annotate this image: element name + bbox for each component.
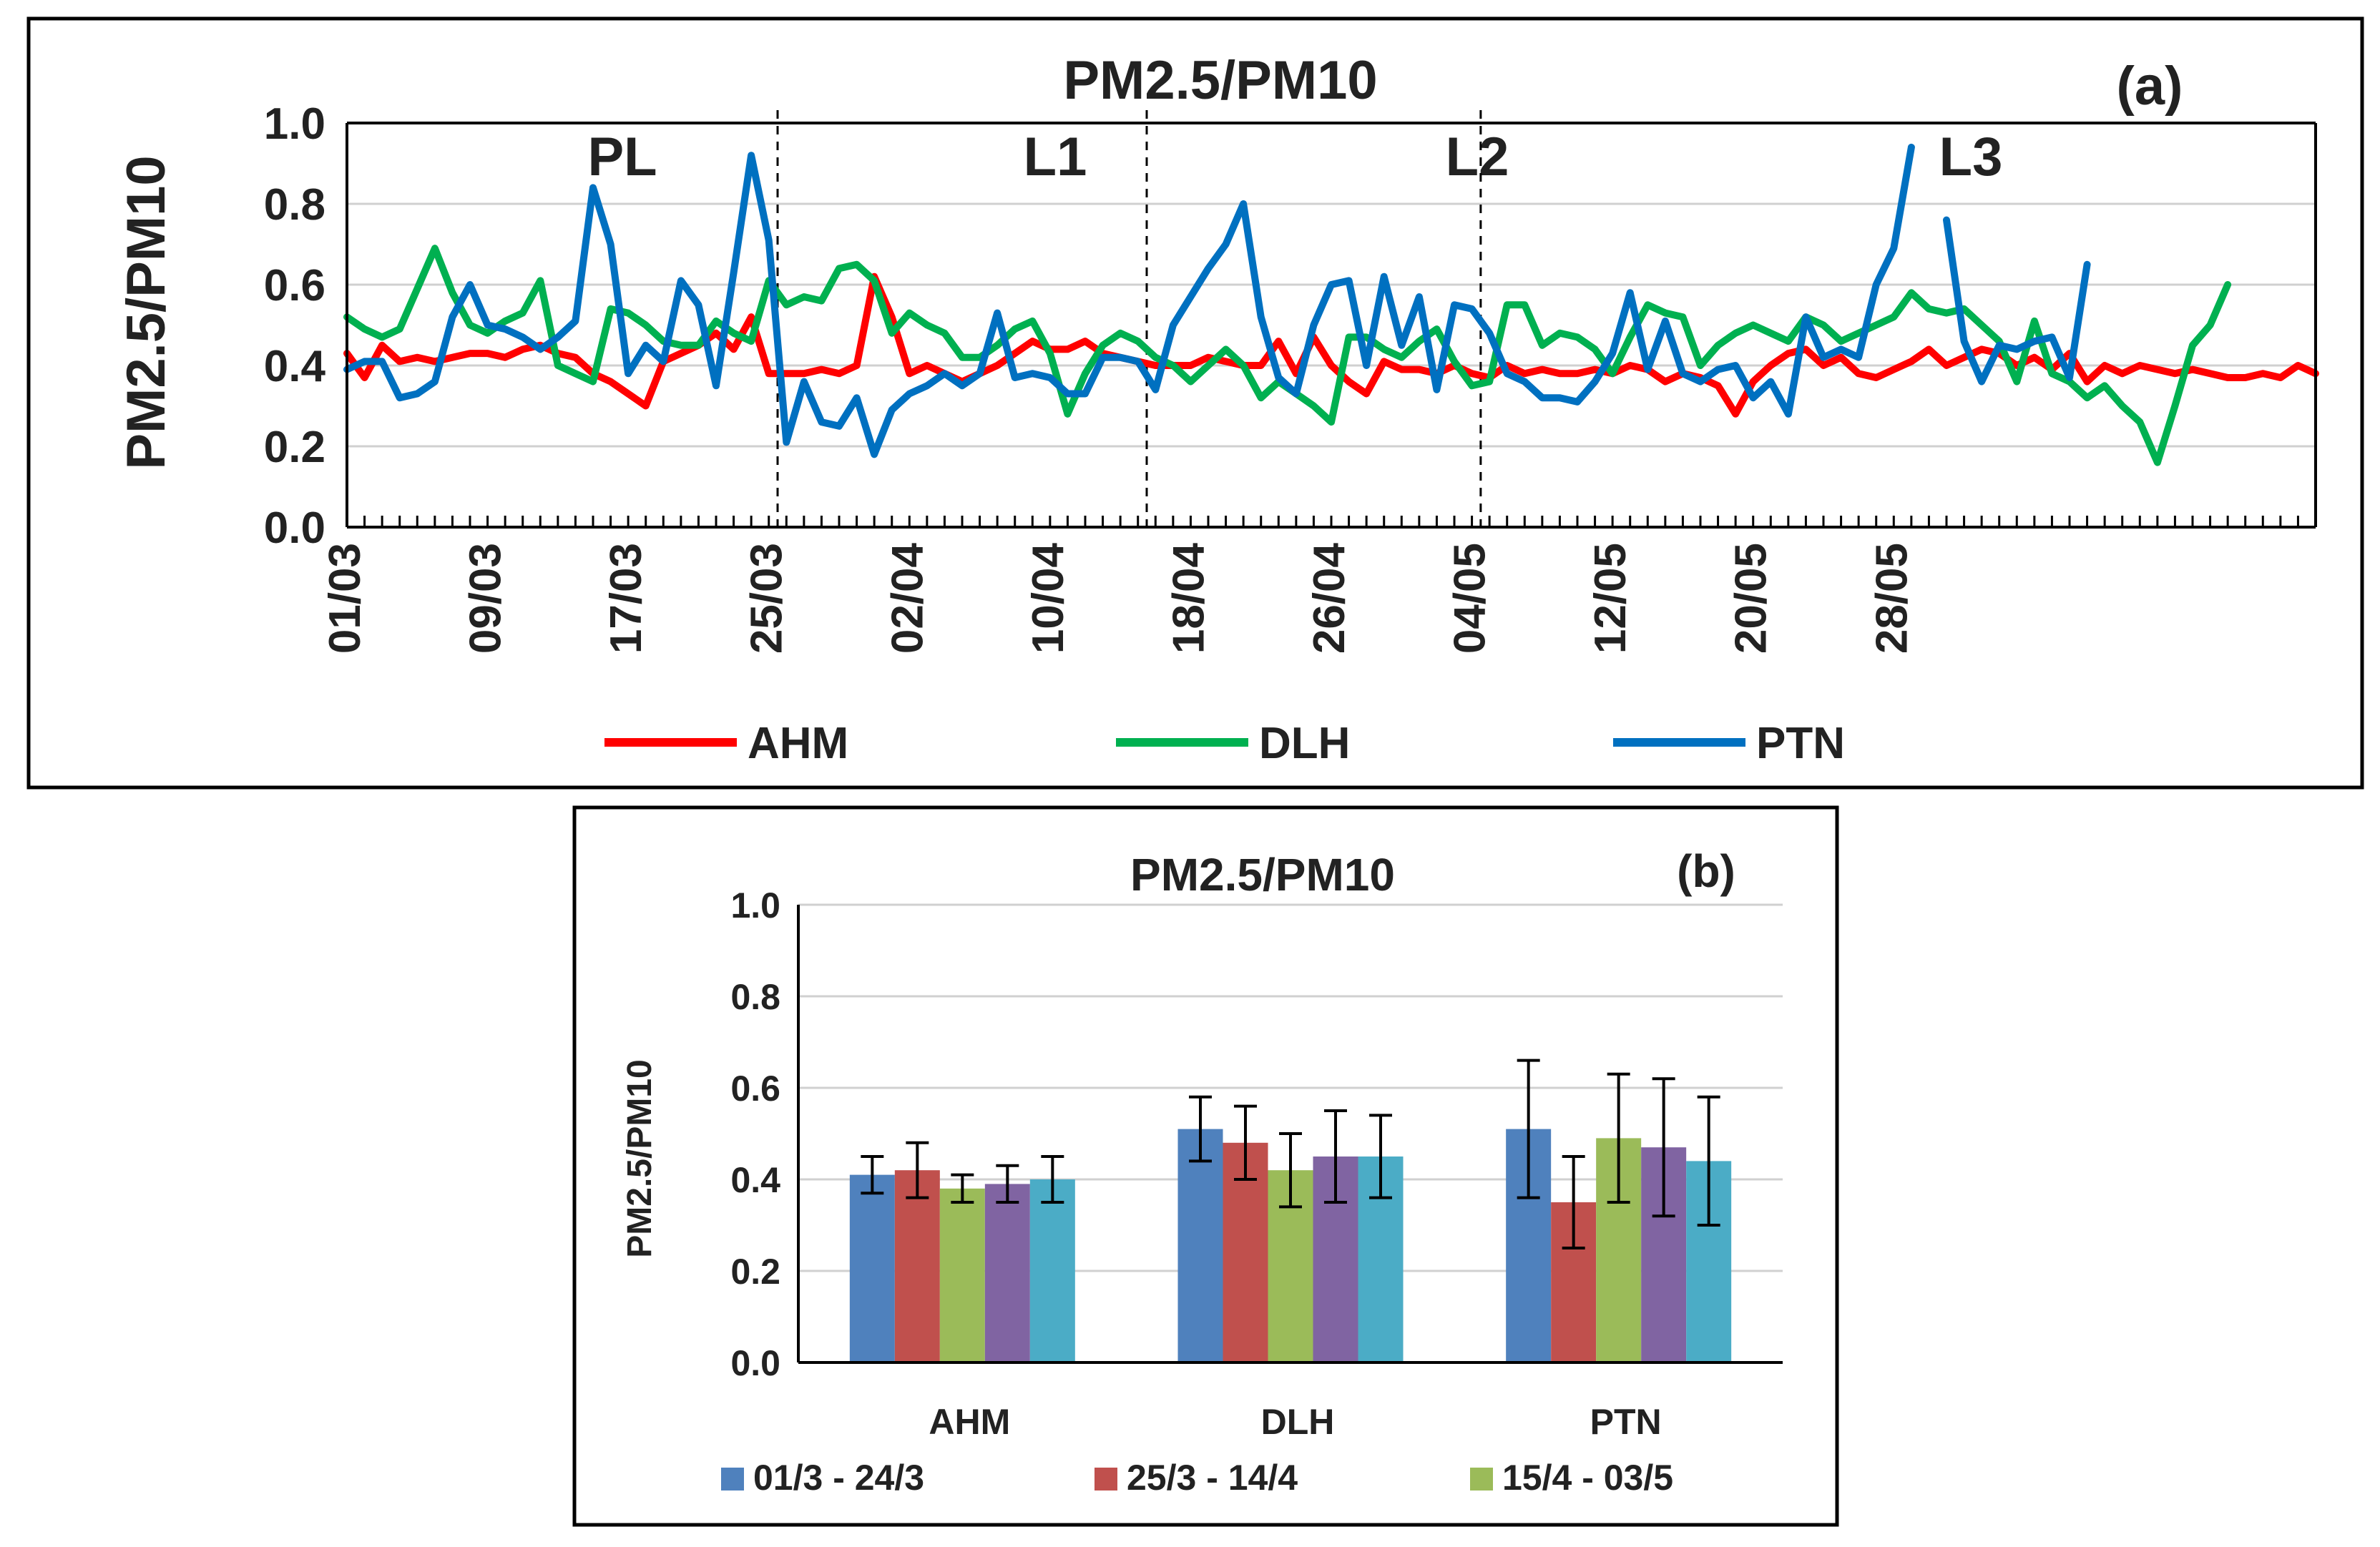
panel-a-marks <box>343 143 2319 466</box>
series-line-ahm <box>343 272 2319 418</box>
panel-a-xtick-label: 01/03 <box>320 543 370 654</box>
panel-b-ytick-label: 0.8 <box>730 977 780 1017</box>
phase-label-l1: L1 <box>1024 127 1087 187</box>
panel-b-ylabel: PM2.5/PM10 <box>621 1059 659 1257</box>
panel-a-xtick-label: 04/05 <box>1446 543 1495 654</box>
panel-b-ytick-label: 0.6 <box>730 1069 780 1109</box>
legend-label-dlh: DLH <box>1259 719 1350 768</box>
panel-a-xtick-label: 25/03 <box>743 543 792 654</box>
panel-b-ytick-label: 1.0 <box>730 885 780 925</box>
category-label-dlh: DLH <box>1261 1402 1335 1442</box>
panel-a-ytick-label: 1.0 <box>264 99 325 149</box>
bar-ahm-2 <box>939 1188 985 1362</box>
panel-a-xtick-label: 17/03 <box>602 543 651 654</box>
panel-a-xtick-label: 18/04 <box>1164 542 1213 654</box>
bar-ahm-1 <box>894 1170 940 1362</box>
panel-a-ylabel: PM2.5/PM10 <box>116 155 177 469</box>
panel-a-axes: 0.0 0.2 0.4 0.6 0.8 1.0 01/03 09/03 17/03 25/03 02… <box>264 99 2317 654</box>
series-line-ptn <box>343 143 2091 458</box>
panel-b-frame <box>572 805 1839 1527</box>
legend-label-period-0: 01/3 - 24/3 <box>753 1458 924 1498</box>
phase-label-pl: PL <box>587 127 657 187</box>
panel-a-xtick-label: 02/04 <box>883 542 932 654</box>
legend-swatch-period-2 <box>1470 1468 1493 1490</box>
bar-ahm-0 <box>849 1174 895 1362</box>
panel-b-ytick-label: 0.0 <box>730 1343 780 1383</box>
legend-label-period-2: 15/4 - 03/5 <box>1502 1458 1673 1498</box>
panel-b-axes: 0.0 0.2 0.4 0.6 0.8 1.0 AHM DLH PTN <box>730 885 1783 1442</box>
panel-b-ytick-label: 0.4 <box>730 1160 780 1200</box>
panel-a-legend: AHM DLH PTN <box>604 719 1845 768</box>
legend-label-ptn: PTN <box>1756 719 1845 768</box>
bar-ahm-4 <box>1029 1179 1075 1362</box>
bar-dlh-0 <box>1177 1129 1223 1362</box>
panel-a-ytick-label: 0.0 <box>264 504 325 553</box>
panel-b-title: PM2.5/PM10 <box>1130 849 1395 900</box>
panel-a-xtick-label: 26/04 <box>1305 542 1354 654</box>
panel-a-ytick-label: 0.6 <box>264 261 325 310</box>
panel-a-ytick-label: 0.8 <box>264 180 325 230</box>
panel-a-xtick-label: 20/05 <box>1727 543 1776 654</box>
bar-ahm-3 <box>984 1184 1030 1362</box>
panel-b-ytick-label: 0.2 <box>730 1252 780 1292</box>
panel-b-label: (b) <box>1677 845 1735 897</box>
panel-a-xtick-label: 09/03 <box>461 543 511 654</box>
panel-a-frame <box>26 16 2364 790</box>
legend-label-ahm: AHM <box>748 719 848 768</box>
panel-a-xtick-label: 10/04 <box>1024 542 1073 654</box>
legend-label-period-1: 25/3 - 14/4 <box>1127 1458 1298 1498</box>
phase-label-l3: L3 <box>1939 127 2003 187</box>
panel-a-ytick-label: 0.4 <box>264 342 326 391</box>
category-label-ahm: AHM <box>929 1402 1010 1442</box>
panel-a-ytick-label: 0.2 <box>264 423 325 472</box>
panel-a-label: (a) <box>2117 56 2183 117</box>
panel-b-marks <box>849 1059 1732 1362</box>
legend-swatch-period-1 <box>1094 1468 1117 1490</box>
panel-b-legend: 01/3 - 24/3 25/3 - 14/4 15/4 - 03/5 <box>721 1458 1673 1498</box>
panel-a-xtick-label: 28/05 <box>1867 543 1916 654</box>
category-label-ptn: PTN <box>1590 1402 1662 1442</box>
phase-label-l2: L2 <box>1446 127 1509 187</box>
panel-a-title: PM2.5/PM10 <box>1063 50 1377 111</box>
legend-swatch-period-0 <box>721 1468 744 1490</box>
panel-a-xtick-label: 12/05 <box>1586 543 1635 654</box>
